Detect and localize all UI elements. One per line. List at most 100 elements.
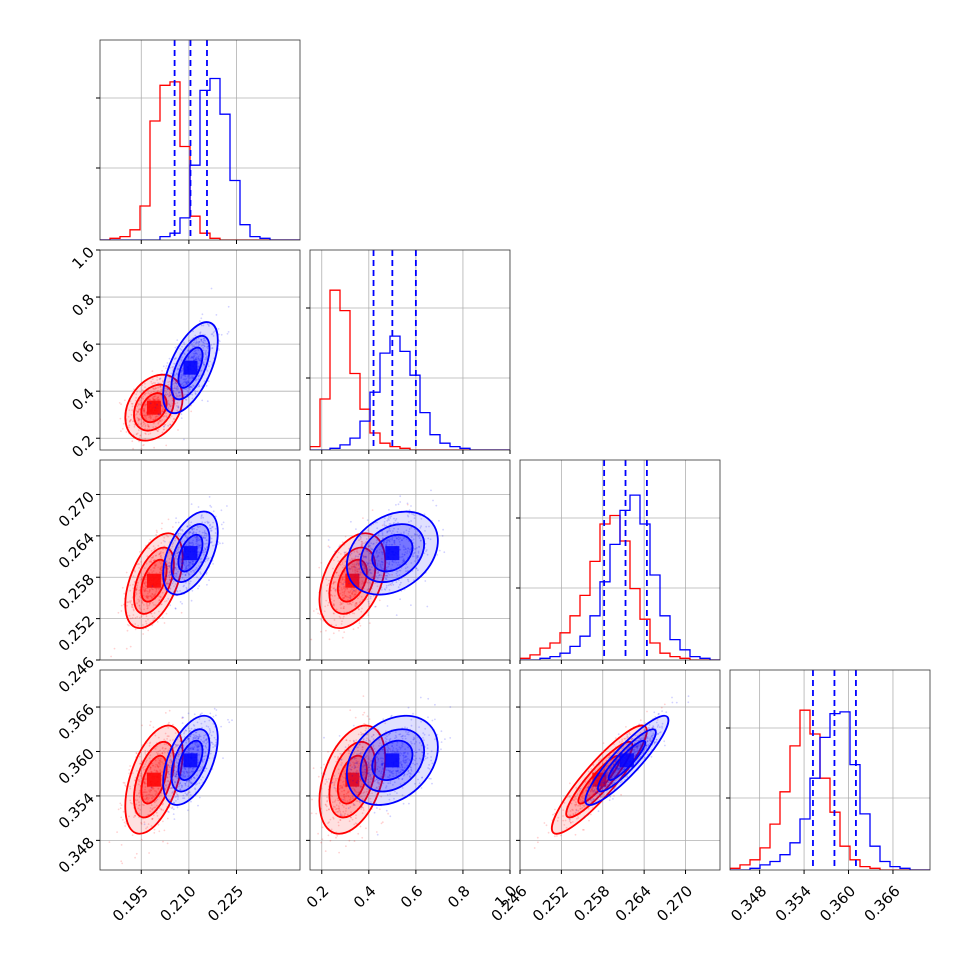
sample-point xyxy=(208,757,211,760)
sample-point xyxy=(174,607,177,610)
sample-point xyxy=(213,707,216,710)
sample-point xyxy=(192,747,195,750)
sample-point xyxy=(201,776,204,779)
sample-point xyxy=(182,563,185,566)
sample-point xyxy=(335,571,338,574)
sample-point xyxy=(179,788,182,790)
sample-point xyxy=(367,614,370,616)
sample-point xyxy=(359,538,362,540)
sample-point xyxy=(411,555,414,558)
sample-point xyxy=(178,749,181,752)
sample-point xyxy=(340,607,342,609)
sample-point xyxy=(154,387,157,390)
sample-point xyxy=(163,738,166,741)
sample-point xyxy=(167,408,170,410)
sample-point xyxy=(135,433,138,436)
sample-point xyxy=(379,565,382,567)
sample-point xyxy=(200,572,202,575)
sample-point xyxy=(195,538,198,541)
sample-point xyxy=(128,409,131,412)
sample-point xyxy=(166,738,169,740)
sample-point xyxy=(226,332,229,335)
sample-point xyxy=(177,533,180,536)
sample-point xyxy=(353,565,355,568)
sample-point xyxy=(180,766,183,768)
sample-point xyxy=(160,373,163,376)
sample-point xyxy=(158,553,161,556)
sample-point xyxy=(184,398,187,401)
sample-point xyxy=(157,787,160,790)
sample-point xyxy=(376,538,379,541)
sample-point xyxy=(182,716,185,719)
sample-point xyxy=(343,615,345,618)
sample-point xyxy=(349,597,352,599)
sample-point xyxy=(407,515,410,518)
sample-point xyxy=(192,736,195,739)
sample-point xyxy=(159,760,162,763)
sample-point xyxy=(159,596,162,599)
sample-point xyxy=(358,568,361,570)
sample-point xyxy=(443,551,446,554)
sample-point xyxy=(366,519,369,521)
sample-point xyxy=(181,530,184,532)
sample-point xyxy=(345,596,348,598)
sample-point xyxy=(373,747,376,750)
sample-point xyxy=(220,333,223,336)
sample-point xyxy=(194,536,197,539)
sample-point xyxy=(389,538,391,541)
sample-point xyxy=(150,596,153,599)
sample-point xyxy=(339,592,342,595)
sample-point xyxy=(149,416,152,419)
sample-point xyxy=(359,573,362,576)
sample-point xyxy=(369,547,372,549)
sample-point xyxy=(343,581,346,584)
sample-point xyxy=(385,578,388,580)
sample-point xyxy=(399,583,401,586)
sample-point xyxy=(204,751,207,754)
histogram-panel xyxy=(100,40,300,240)
sample-point xyxy=(331,595,334,597)
sample-point xyxy=(129,617,132,620)
sample-point xyxy=(181,716,184,719)
sample-point xyxy=(180,565,183,568)
sample-point xyxy=(406,566,409,568)
sample-point xyxy=(170,372,173,375)
sample-point xyxy=(365,556,367,559)
sample-point xyxy=(174,743,177,746)
sample-point xyxy=(369,781,371,783)
sample-point xyxy=(418,537,421,539)
sample-point xyxy=(147,592,149,595)
sample-point xyxy=(204,745,207,747)
sample-point xyxy=(207,558,210,560)
sample-point xyxy=(206,342,208,345)
sample-point xyxy=(356,551,359,554)
sample-point xyxy=(391,560,394,562)
sample-point xyxy=(175,744,177,746)
sample-point xyxy=(172,773,175,776)
sample-point xyxy=(176,744,179,747)
sample-point xyxy=(338,585,341,588)
sample-point xyxy=(212,331,215,334)
sample-point xyxy=(188,737,190,740)
sample-point xyxy=(321,826,324,829)
sample-point xyxy=(160,808,163,811)
sample-point xyxy=(195,540,198,543)
sample-point xyxy=(139,808,142,811)
sample-point xyxy=(190,376,193,379)
density-peak xyxy=(385,546,400,561)
sample-point xyxy=(140,397,143,399)
sample-point xyxy=(355,602,358,604)
sample-point xyxy=(418,534,421,537)
sample-point xyxy=(144,404,147,407)
sample-point xyxy=(197,539,200,542)
sample-point xyxy=(165,584,168,586)
sample-point xyxy=(183,393,186,396)
sample-point xyxy=(361,607,363,610)
sample-point xyxy=(153,790,156,792)
sample-point xyxy=(125,571,128,574)
sample-point xyxy=(198,365,200,368)
sample-point xyxy=(148,744,151,747)
sample-point xyxy=(202,740,204,743)
sample-point xyxy=(175,382,178,385)
sample-point xyxy=(332,587,335,590)
